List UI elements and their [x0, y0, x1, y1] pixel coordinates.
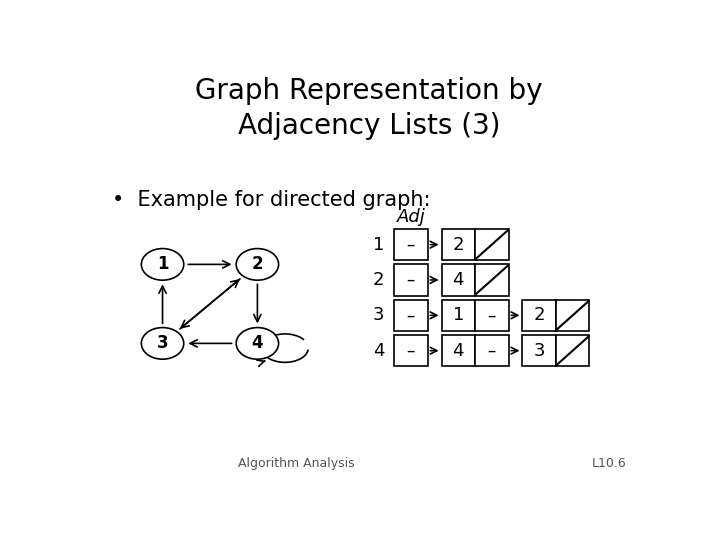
Bar: [523, 300, 556, 331]
Text: –: –: [407, 306, 415, 325]
Text: –: –: [407, 342, 415, 360]
Bar: [441, 265, 475, 295]
Text: 4: 4: [453, 271, 464, 289]
Text: 4: 4: [453, 342, 464, 360]
Text: 3: 3: [157, 334, 168, 353]
Circle shape: [141, 328, 184, 359]
Bar: [556, 300, 590, 331]
Text: Algorithm Analysis: Algorithm Analysis: [238, 457, 355, 470]
Text: Graph Representation by
Adjacency Lists (3): Graph Representation by Adjacency Lists …: [195, 77, 543, 140]
Bar: [475, 265, 508, 295]
Circle shape: [236, 328, 279, 359]
Text: 1: 1: [453, 306, 464, 325]
Text: 4: 4: [373, 342, 384, 360]
Bar: [441, 335, 475, 366]
Text: 3: 3: [534, 342, 545, 360]
Text: 2: 2: [453, 235, 464, 254]
Text: 1: 1: [157, 255, 168, 273]
Bar: [394, 229, 428, 260]
Text: –: –: [407, 271, 415, 289]
Text: •  Example for directed graph:: • Example for directed graph:: [112, 190, 431, 210]
Text: 4: 4: [251, 334, 264, 353]
Bar: [475, 335, 508, 366]
Circle shape: [141, 248, 184, 280]
Text: 2: 2: [251, 255, 264, 273]
Bar: [475, 229, 508, 260]
Bar: [556, 335, 590, 366]
Bar: [394, 335, 428, 366]
Text: –: –: [487, 306, 496, 325]
Text: 2: 2: [373, 271, 384, 289]
Bar: [394, 300, 428, 331]
Bar: [441, 300, 475, 331]
Text: 3: 3: [373, 306, 384, 325]
Bar: [523, 335, 556, 366]
Text: 2: 2: [534, 306, 545, 325]
Text: 1: 1: [373, 235, 384, 254]
Text: L10.6: L10.6: [592, 457, 626, 470]
Text: –: –: [407, 235, 415, 254]
Circle shape: [236, 248, 279, 280]
Bar: [394, 265, 428, 295]
Text: –: –: [487, 342, 496, 360]
Bar: [441, 229, 475, 260]
Bar: [475, 300, 508, 331]
Text: Adj: Adj: [397, 208, 426, 226]
